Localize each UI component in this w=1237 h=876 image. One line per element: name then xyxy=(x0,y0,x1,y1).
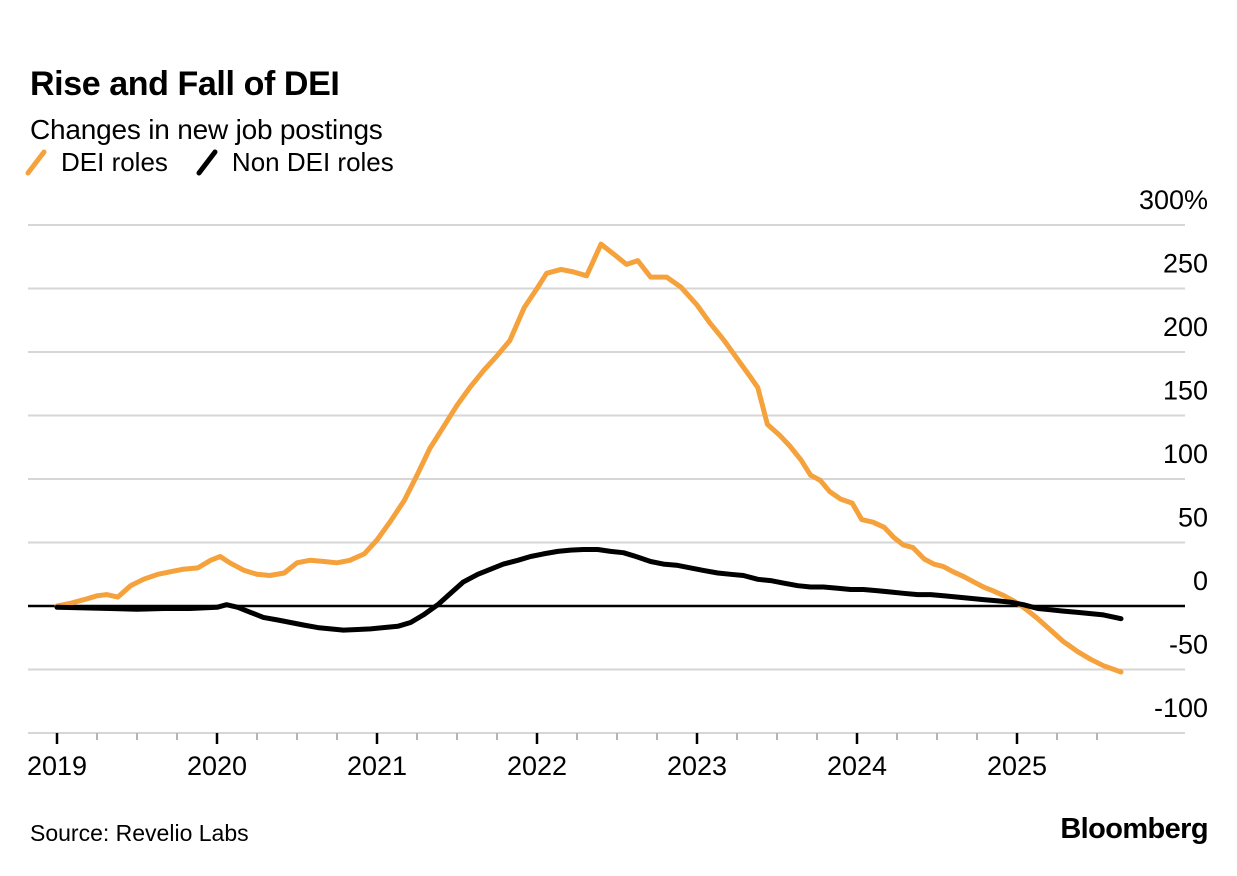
svg-text:250: 250 xyxy=(1163,249,1208,279)
svg-text:100: 100 xyxy=(1163,439,1208,469)
svg-text:2022: 2022 xyxy=(507,751,567,781)
bloomberg-logo: Bloomberg xyxy=(1060,813,1208,845)
non-dei-line-swatch-icon xyxy=(196,149,218,176)
chart-subtitle: Changes in new job postings xyxy=(30,114,383,145)
svg-text:150: 150 xyxy=(1163,376,1208,406)
chart-title: Rise and Fall of DEI xyxy=(30,64,340,103)
svg-text:200: 200 xyxy=(1163,312,1208,342)
legend: DEI roles Non DEI roles xyxy=(25,147,394,178)
legend-item-dei: DEI roles xyxy=(25,147,168,178)
legend-label-non-dei: Non DEI roles xyxy=(231,147,394,177)
svg-text:-50: -50 xyxy=(1169,630,1208,660)
svg-text:0: 0 xyxy=(1193,566,1208,596)
svg-text:2020: 2020 xyxy=(187,751,247,781)
svg-text:2025: 2025 xyxy=(987,751,1047,781)
legend-item-non-dei: Non DEI roles xyxy=(196,147,394,178)
svg-text:50: 50 xyxy=(1178,503,1208,533)
source-label: Source: Revelio Labs xyxy=(30,820,249,846)
svg-text:2023: 2023 xyxy=(667,751,727,781)
svg-text:2021: 2021 xyxy=(347,751,407,781)
svg-text:2019: 2019 xyxy=(27,751,87,781)
svg-text:2024: 2024 xyxy=(827,751,887,781)
svg-text:300%: 300% xyxy=(1139,185,1208,215)
dei-line-swatch-icon xyxy=(25,149,47,176)
legend-label-dei: DEI roles xyxy=(61,147,168,177)
svg-text:-100: -100 xyxy=(1154,693,1208,723)
